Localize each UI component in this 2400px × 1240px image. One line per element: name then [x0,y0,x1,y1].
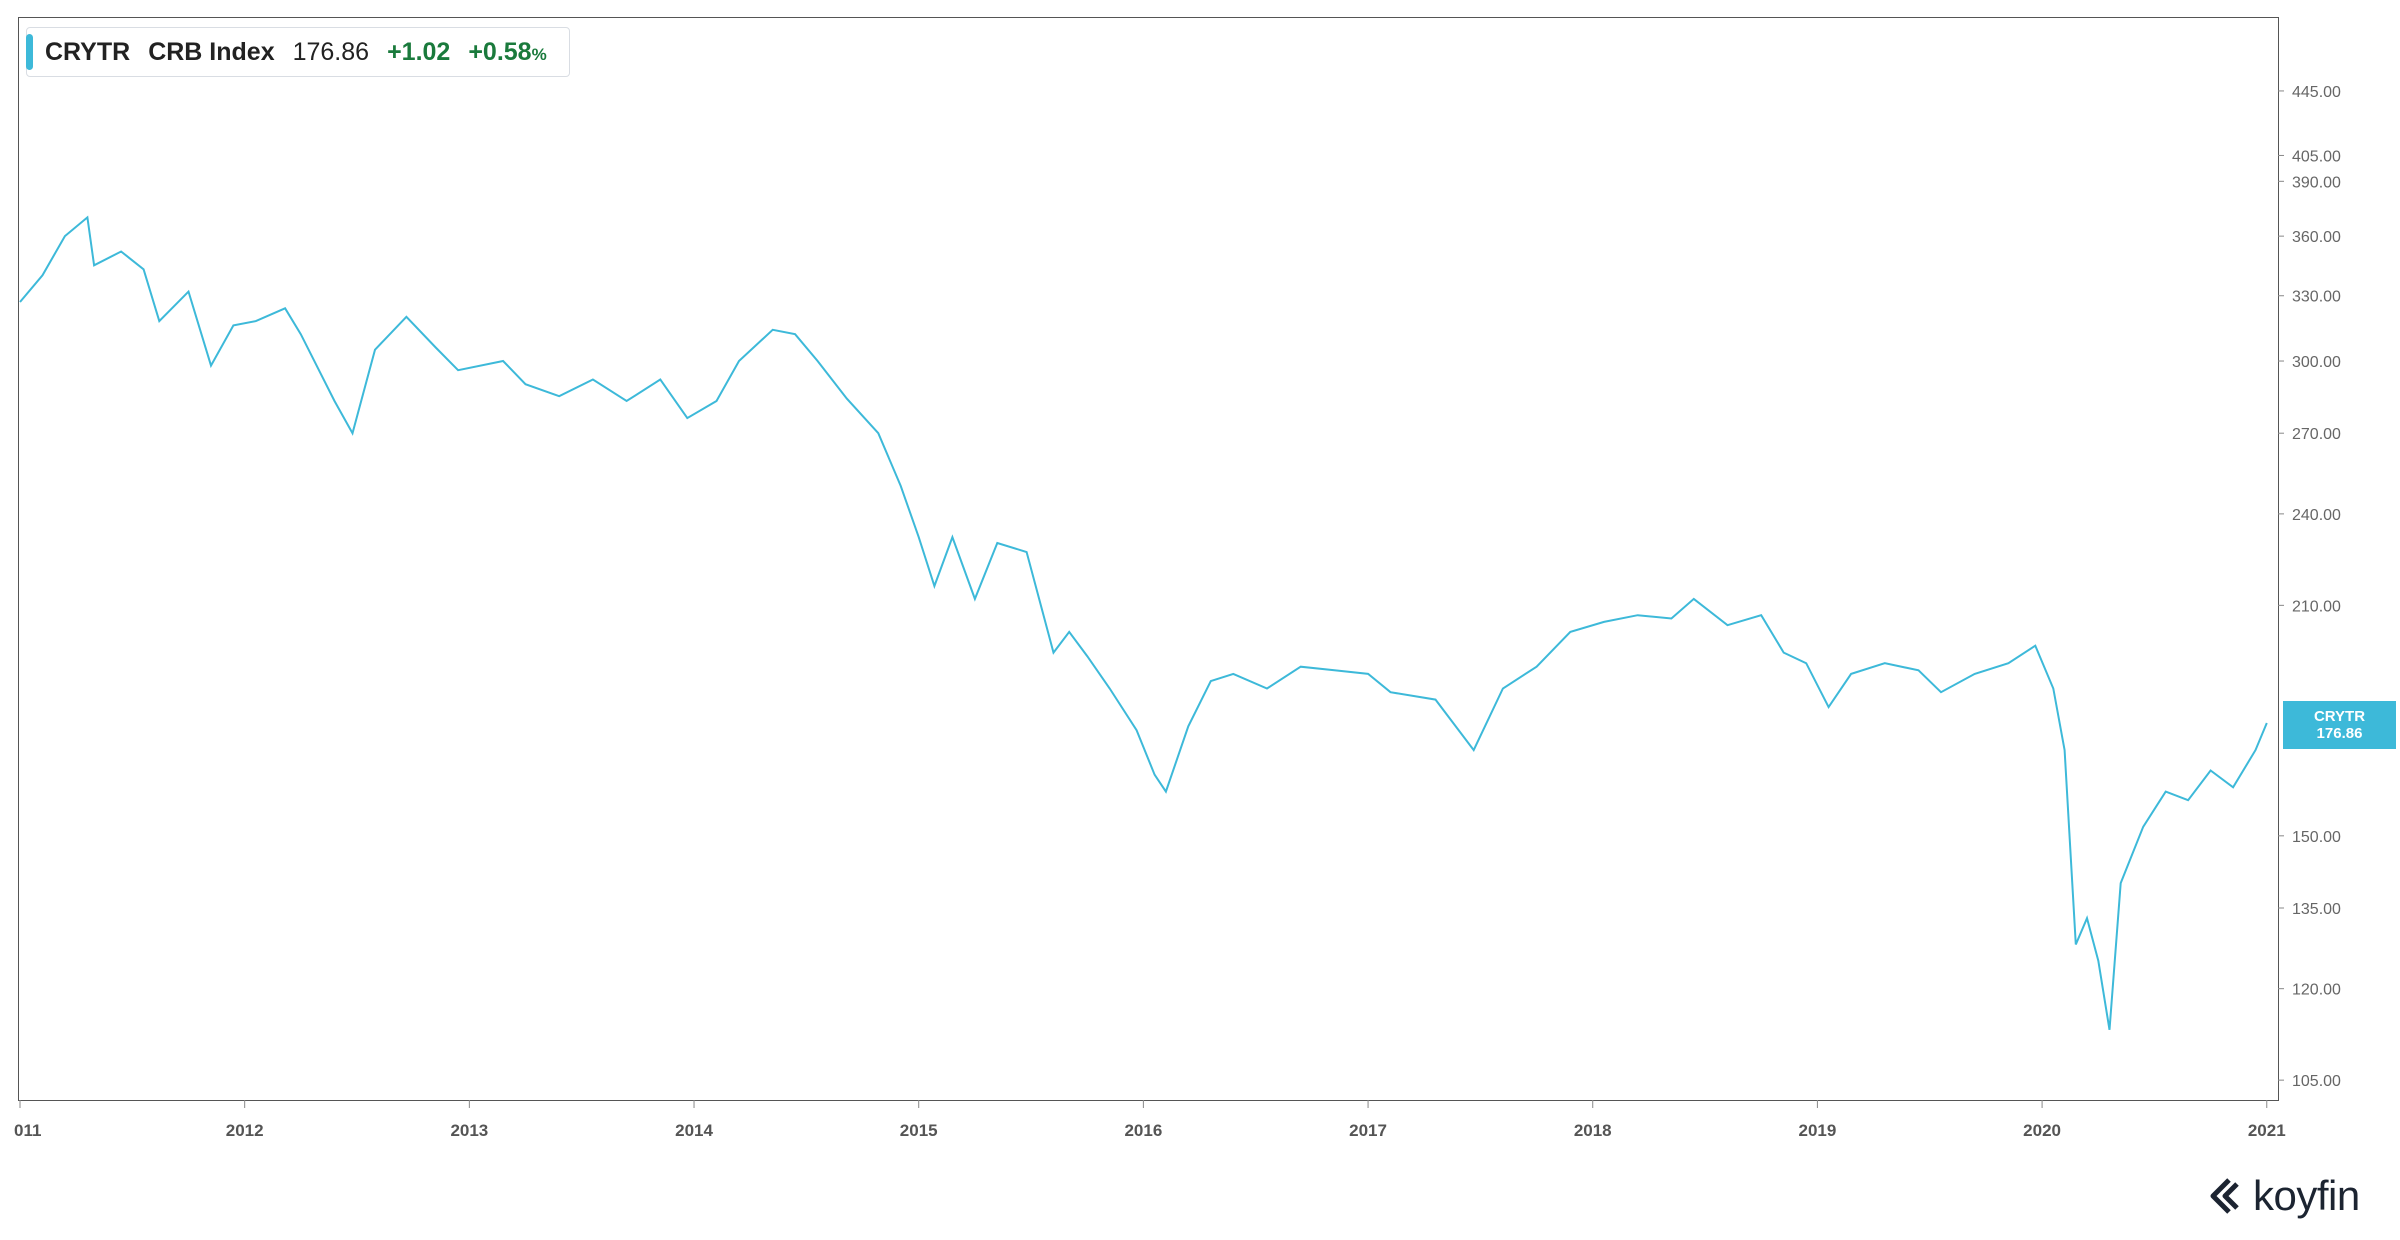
legend-change: +1.02 [387,37,451,66]
x-tick-label: 2013 [450,1121,488,1140]
badge-symbol: CRYTR [2313,708,2366,725]
series-color-marker [26,34,33,70]
y-tick-label: 330.00 [2292,289,2341,306]
x-tick-label: 2014 [675,1121,713,1140]
x-tick-label: 011 [14,1121,41,1140]
y-tick-label: 210.00 [2292,598,2341,615]
x-tick-label: 2020 [2023,1121,2061,1140]
last-value-badge: CRYTR 176.86 [2283,701,2396,749]
x-tick-label: 2016 [1124,1121,1162,1140]
y-tick-label: 135.00 [2292,901,2341,918]
crytr-series-line [19,215,2268,1030]
series-legend[interactable]: CRYTR CRB Index 176.86 +1.02 +0.58% [26,27,570,77]
koyfin-logo-icon [2210,1178,2239,1214]
y-tick-label: 270.00 [2292,426,2341,443]
x-tick-label: 2018 [1574,1121,1612,1140]
x-axis: 011 2012 2013 2014 2015 2016 2017 2018 2019 2020 2… [14,1100,2286,1140]
y-tick-label: 445.00 [2292,84,2341,101]
y-tick-label: 240.00 [2292,507,2341,524]
x-tick-label: 2015 [900,1121,938,1140]
x-tick-label: 2021 [2248,1121,2286,1140]
plot-area[interactable] [18,17,2279,1101]
legend-name: CRB Index [148,37,275,66]
x-tick-label: 2019 [1798,1121,1836,1140]
y-tick-label: 120.00 [2292,982,2341,999]
y-tick-label: 150.00 [2292,829,2341,846]
y-tick-label: 105.00 [2292,1073,2341,1090]
koyfin-logo: koyfin [2207,1172,2360,1220]
legend-symbol: CRYTR [45,37,131,66]
y-tick-label: 390.00 [2292,174,2341,191]
y-tick-label: 360.00 [2292,229,2341,246]
y-tick-label: 300.00 [2292,354,2341,371]
logo-text: koyfin [2253,1172,2360,1219]
legend-change-percent: +0.58% [468,37,547,66]
y-tick-label: 405.00 [2292,148,2341,165]
legend-last-value: 176.86 [292,37,370,66]
x-tick-label: 2017 [1349,1121,1387,1140]
y-axis: 445.00 405.00 390.00 360.00 330.00 300.00 270.… [2278,84,2341,1090]
badge-value: 176.86 [2316,725,2363,742]
x-tick-label: 2012 [226,1121,264,1140]
